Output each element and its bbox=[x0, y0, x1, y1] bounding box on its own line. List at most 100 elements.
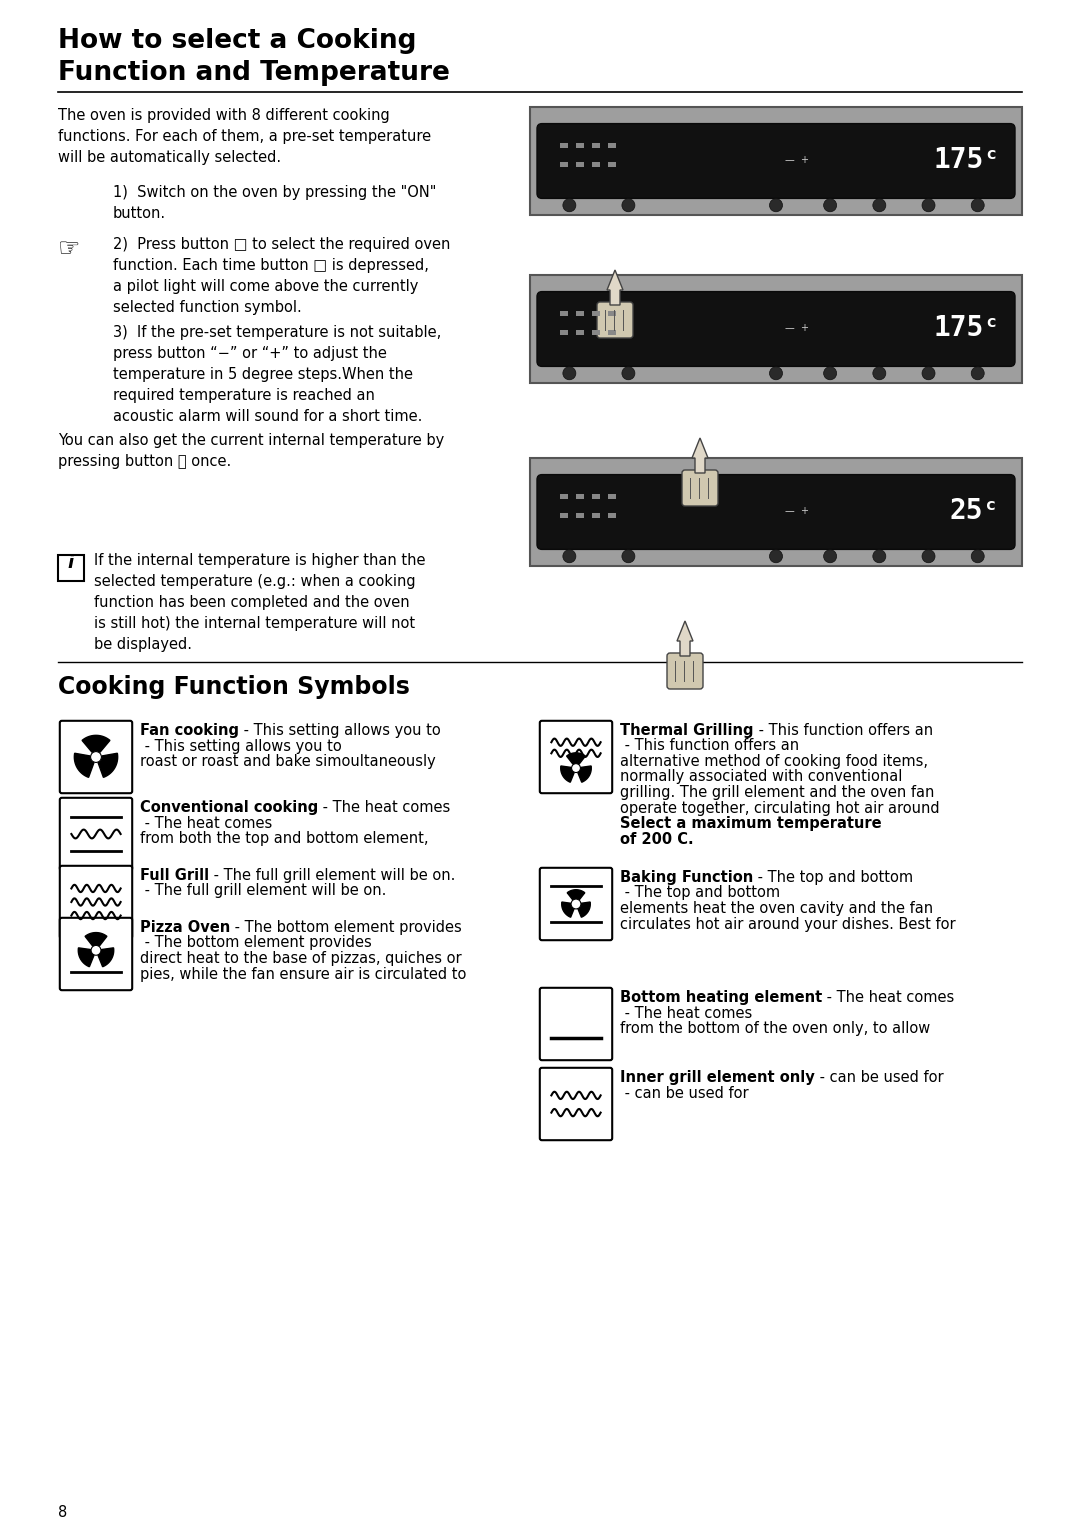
FancyBboxPatch shape bbox=[540, 1068, 612, 1140]
Text: - The full grill element will be on.: - The full grill element will be on. bbox=[210, 868, 456, 883]
Bar bbox=[561, 310, 568, 316]
Polygon shape bbox=[567, 753, 585, 764]
Text: roast or roast and bake simoultaneously: roast or roast and bake simoultaneously bbox=[140, 753, 435, 769]
Circle shape bbox=[622, 199, 635, 212]
Bar bbox=[608, 162, 616, 167]
Text: —  +: — + bbox=[785, 506, 809, 516]
Text: Full Grill: Full Grill bbox=[140, 868, 210, 883]
Text: alternative method of cooking food items,: alternative method of cooking food items… bbox=[620, 753, 928, 769]
Bar bbox=[561, 494, 568, 498]
FancyBboxPatch shape bbox=[59, 721, 132, 793]
FancyBboxPatch shape bbox=[530, 458, 1022, 565]
Text: - The top and bottom: - The top and bottom bbox=[753, 869, 914, 885]
Text: - The heat comes: - The heat comes bbox=[319, 801, 450, 814]
Polygon shape bbox=[82, 735, 110, 752]
Bar bbox=[561, 330, 568, 335]
Text: - This setting allows you to: - This setting allows you to bbox=[239, 723, 441, 738]
Text: - This function offers an: - This function offers an bbox=[754, 723, 933, 738]
Polygon shape bbox=[98, 753, 118, 778]
Circle shape bbox=[91, 752, 102, 762]
Text: You can also get the current internal temperature by
pressing button ⓘ once.: You can also get the current internal te… bbox=[58, 432, 444, 469]
Text: 1)  Switch on the oven by pressing the "ON"
button.: 1) Switch on the oven by pressing the "O… bbox=[113, 185, 436, 222]
Bar bbox=[608, 142, 616, 148]
Polygon shape bbox=[98, 947, 113, 967]
Text: Pizza Oven: Pizza Oven bbox=[140, 920, 230, 935]
Text: 8: 8 bbox=[58, 1505, 67, 1520]
Text: normally associated with conventional: normally associated with conventional bbox=[620, 770, 903, 784]
Text: - The bottom element provides: - The bottom element provides bbox=[140, 935, 372, 950]
Circle shape bbox=[769, 199, 783, 212]
Circle shape bbox=[563, 199, 576, 212]
Circle shape bbox=[622, 367, 635, 380]
Bar bbox=[592, 142, 600, 148]
Text: If the internal temperature is higher than the
selected temperature (e.g.: when : If the internal temperature is higher th… bbox=[94, 553, 426, 652]
Bar bbox=[576, 142, 584, 148]
Bar bbox=[608, 330, 616, 335]
Circle shape bbox=[922, 550, 935, 562]
Bar bbox=[576, 513, 584, 518]
Text: 3)  If the pre-set temperature is not suitable,
press button “−” or “+” to adjus: 3) If the pre-set temperature is not sui… bbox=[113, 325, 442, 423]
Polygon shape bbox=[75, 753, 94, 778]
Text: operate together, circulating hot air around: operate together, circulating hot air ar… bbox=[620, 801, 940, 816]
Bar bbox=[608, 310, 616, 316]
Text: 2)  Press button □ to select the required oven
function. Each time button □ is d: 2) Press button □ to select the required… bbox=[113, 237, 450, 315]
FancyBboxPatch shape bbox=[59, 798, 132, 871]
Bar bbox=[576, 162, 584, 167]
Text: Bottom heating element: Bottom heating element bbox=[620, 990, 822, 1005]
Text: of 200 C.: of 200 C. bbox=[620, 831, 693, 847]
Bar bbox=[592, 513, 600, 518]
FancyBboxPatch shape bbox=[530, 107, 1022, 215]
Text: 25ᶜ: 25ᶜ bbox=[949, 497, 1000, 524]
Text: - The heat comes: - The heat comes bbox=[822, 990, 955, 1005]
Polygon shape bbox=[607, 270, 623, 306]
Circle shape bbox=[971, 199, 984, 212]
FancyBboxPatch shape bbox=[537, 124, 1015, 199]
Text: - The bottom element provides: - The bottom element provides bbox=[230, 920, 462, 935]
Bar bbox=[576, 330, 584, 335]
Bar bbox=[592, 330, 600, 335]
Text: pies, while the fan ensure air is circulated to: pies, while the fan ensure air is circul… bbox=[140, 967, 467, 981]
Text: Inner grill element only: Inner grill element only bbox=[620, 1070, 814, 1085]
Circle shape bbox=[824, 199, 837, 212]
Circle shape bbox=[971, 367, 984, 380]
Text: circulates hot air around your dishes. Best for: circulates hot air around your dishes. B… bbox=[620, 917, 956, 932]
Text: Fan cooking: Fan cooking bbox=[140, 723, 239, 738]
Circle shape bbox=[622, 550, 635, 562]
Text: - can be used for: - can be used for bbox=[814, 1070, 943, 1085]
Circle shape bbox=[769, 550, 783, 562]
Text: - The full grill element will be on.: - The full grill element will be on. bbox=[140, 883, 387, 898]
Bar bbox=[576, 494, 584, 498]
Polygon shape bbox=[562, 902, 573, 917]
Circle shape bbox=[571, 764, 580, 773]
FancyBboxPatch shape bbox=[681, 471, 718, 506]
Bar bbox=[561, 142, 568, 148]
FancyBboxPatch shape bbox=[667, 652, 703, 689]
Polygon shape bbox=[692, 439, 708, 474]
Text: Cooking Function Symbols: Cooking Function Symbols bbox=[58, 675, 410, 698]
FancyBboxPatch shape bbox=[597, 303, 633, 338]
Bar bbox=[592, 494, 600, 498]
Text: 175ᶜ: 175ᶜ bbox=[933, 145, 1000, 174]
Text: - can be used for: - can be used for bbox=[620, 1085, 748, 1100]
Circle shape bbox=[922, 199, 935, 212]
Text: Conventional cooking: Conventional cooking bbox=[140, 801, 319, 814]
Circle shape bbox=[824, 367, 837, 380]
Bar bbox=[608, 494, 616, 498]
Polygon shape bbox=[578, 766, 591, 782]
FancyBboxPatch shape bbox=[59, 918, 132, 990]
Circle shape bbox=[873, 550, 886, 562]
Text: Select a maximum temperature: Select a maximum temperature bbox=[620, 816, 881, 831]
Text: 175ᶜ: 175ᶜ bbox=[933, 313, 1000, 342]
Polygon shape bbox=[78, 947, 94, 967]
FancyBboxPatch shape bbox=[59, 866, 132, 938]
Text: Thermal Grilling: Thermal Grilling bbox=[620, 723, 754, 738]
Text: ☞: ☞ bbox=[58, 237, 80, 261]
FancyBboxPatch shape bbox=[58, 555, 84, 581]
FancyBboxPatch shape bbox=[537, 292, 1015, 367]
Text: The oven is provided with 8 different cooking
functions. For each of them, a pre: The oven is provided with 8 different co… bbox=[58, 108, 431, 165]
Circle shape bbox=[922, 367, 935, 380]
Circle shape bbox=[971, 550, 984, 562]
Circle shape bbox=[824, 550, 837, 562]
FancyBboxPatch shape bbox=[540, 721, 612, 793]
Text: grilling. The grill element and the oven fan: grilling. The grill element and the oven… bbox=[620, 785, 934, 801]
